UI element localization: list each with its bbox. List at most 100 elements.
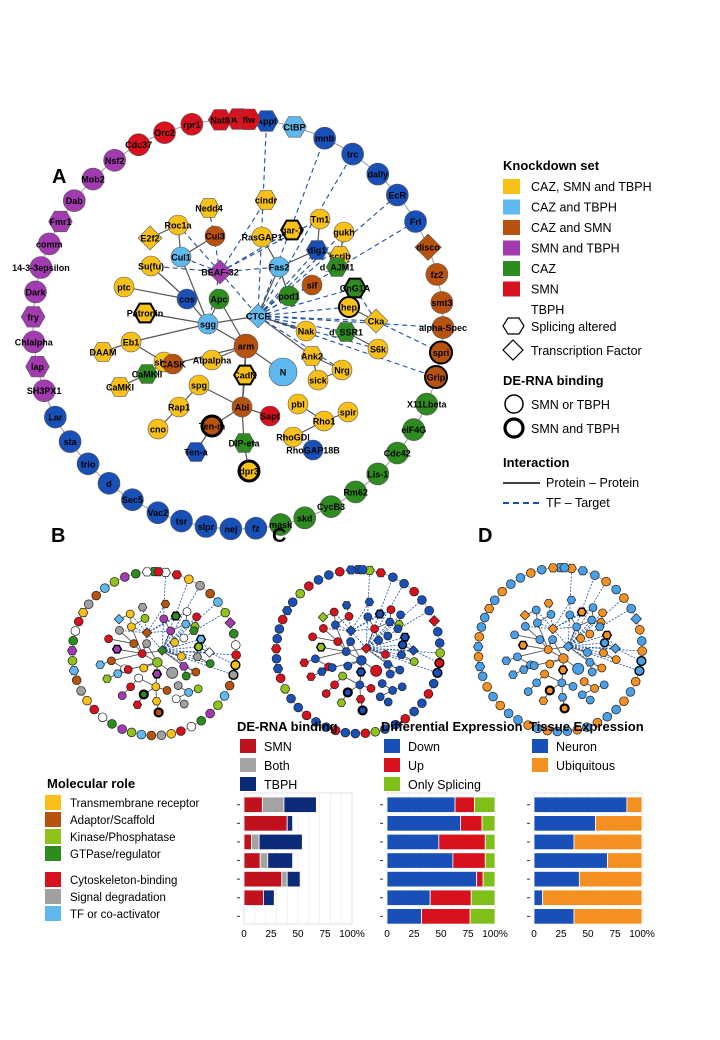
node-dip-eta	[355, 695, 366, 704]
node-rap1	[330, 680, 339, 690]
interaction-legend-title: Interaction	[503, 455, 570, 470]
node-shape	[428, 678, 439, 689]
node-shape	[375, 692, 385, 702]
node-shape	[374, 609, 385, 619]
node-shape	[557, 665, 569, 675]
node-shape	[562, 641, 574, 652]
node-cask	[123, 665, 133, 674]
node-shape	[280, 684, 290, 694]
node-dark	[68, 636, 78, 646]
node-sapt	[366, 684, 376, 693]
node-sta	[82, 695, 92, 706]
node-shape	[592, 717, 603, 728]
node-shape	[76, 686, 86, 696]
node-shape	[495, 700, 505, 711]
molecular-role-title: Molecular role	[47, 776, 135, 791]
node-shape	[355, 695, 366, 704]
bar-segment	[533, 871, 580, 888]
node-shape	[173, 681, 183, 690]
bar-segment	[283, 796, 317, 813]
node-cdc42	[213, 700, 223, 710]
node-alpha-spec	[637, 646, 647, 656]
node-rpr1	[536, 564, 547, 575]
node-shape	[635, 625, 645, 635]
tf-edge	[161, 623, 187, 651]
tf-edge	[146, 632, 163, 651]
node-shape	[399, 632, 411, 642]
bar-segment	[386, 833, 440, 851]
chart-legend-swatch	[532, 758, 548, 772]
bar-segment	[386, 852, 454, 869]
node-shape	[192, 652, 203, 661]
node-shape	[205, 708, 215, 719]
node-shape	[129, 639, 139, 648]
node-sh3px1	[275, 673, 286, 684]
bar-segment	[386, 871, 478, 888]
node-shape	[598, 648, 609, 657]
tf-legend-item: Transcription Factor	[502, 339, 642, 361]
node-shape	[271, 653, 282, 664]
node-shape	[117, 724, 127, 734]
node-shape	[529, 661, 539, 670]
node-shape	[277, 614, 288, 625]
node-rhogdi	[375, 692, 385, 702]
node-ecr	[417, 595, 427, 605]
node-shape	[136, 729, 147, 740]
node-fmr1	[78, 608, 89, 618]
node-shape	[582, 722, 592, 732]
node-shape	[590, 570, 600, 581]
node-shape	[205, 659, 215, 668]
node-gukh	[598, 608, 607, 618]
node-shape	[340, 727, 351, 738]
node-x11lbeta	[224, 680, 235, 691]
node-camki	[102, 674, 112, 683]
node-shape	[137, 603, 148, 612]
pp-edge	[334, 624, 347, 652]
node-sgg	[137, 649, 147, 658]
node-shape	[287, 597, 298, 608]
node-shape	[611, 584, 621, 595]
node-shape	[68, 636, 78, 646]
molecular-role-item: Adaptor/Scaffold	[45, 812, 155, 827]
knockdown-legend-item: CAZ and TBPH	[503, 199, 617, 215]
node-shape	[519, 665, 529, 674]
node-shape	[601, 630, 613, 640]
node-n	[370, 664, 383, 677]
node-camkii	[113, 669, 123, 678]
node-shape	[224, 680, 235, 691]
node-vac2	[523, 720, 533, 730]
tf-edge	[606, 634, 616, 649]
tf-edge	[350, 613, 381, 632]
node-pbl	[377, 679, 387, 688]
bar-segment	[281, 871, 288, 888]
node-shape	[324, 570, 334, 580]
node-pod1	[374, 636, 383, 645]
bar-segment	[243, 889, 264, 906]
bar-segment	[259, 852, 269, 869]
node-abl	[557, 678, 567, 688]
node-shape	[171, 694, 181, 704]
node-cask	[327, 663, 337, 672]
node-nak	[583, 648, 592, 657]
node-ten-a	[336, 698, 347, 707]
node-shape	[336, 698, 347, 707]
tf-edge	[567, 608, 632, 647]
x-tick-label: 50	[582, 929, 594, 940]
node-skd	[582, 722, 592, 732]
node-eif4g	[219, 691, 230, 701]
node-shape	[125, 609, 135, 619]
panel-label-d: D	[478, 525, 492, 547]
node-shape	[566, 595, 577, 605]
node-shape	[184, 688, 193, 697]
node-camki	[306, 672, 316, 681]
node-mob2	[295, 588, 305, 599]
bar-segment	[533, 815, 596, 832]
legend-swatch	[503, 261, 520, 276]
node-eb1	[107, 656, 116, 666]
bar-segment	[286, 871, 301, 888]
node-su-fu-	[115, 626, 124, 635]
tf-edge	[366, 648, 438, 674]
node-shape	[428, 615, 441, 627]
node-shape	[140, 614, 150, 623]
legend-swatch	[503, 240, 520, 256]
